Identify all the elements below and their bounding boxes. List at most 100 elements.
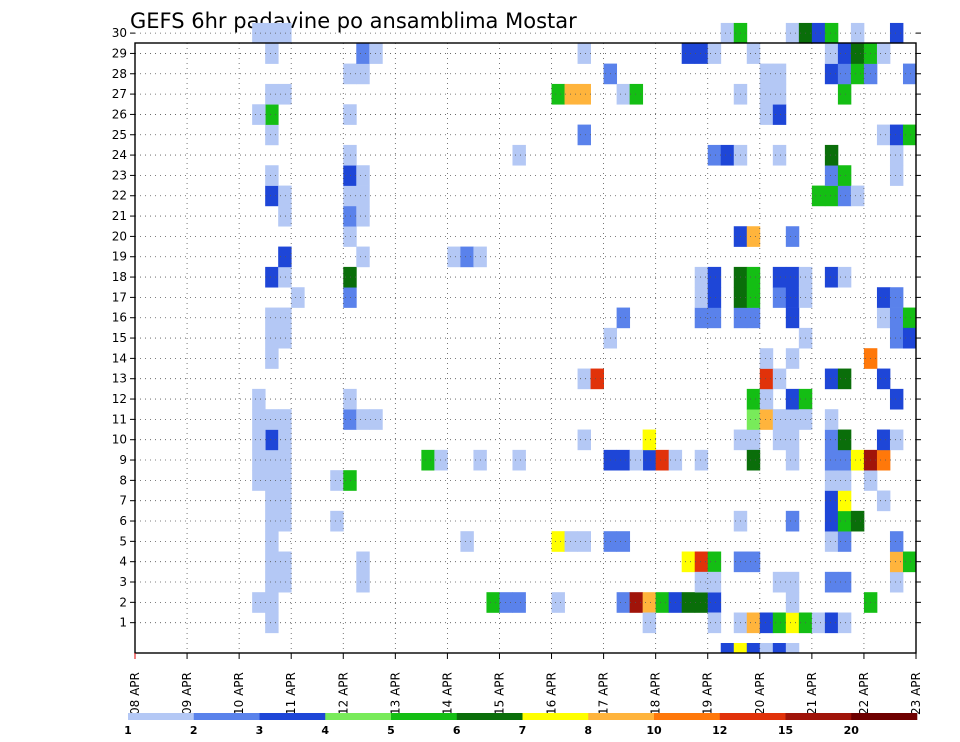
ytick-label-20: 20: [112, 229, 127, 243]
cell-214: [824, 470, 839, 491]
legend-swatch-2: [259, 713, 326, 720]
legend-label-2: 2: [190, 724, 198, 737]
cell-80: [499, 592, 513, 613]
cell-25: [252, 429, 266, 451]
cell-262: [889, 551, 904, 573]
cell-9: [265, 429, 279, 451]
cell-29: [252, 22, 266, 44]
cell-207: [811, 185, 826, 207]
cell-106: [629, 592, 644, 613]
ytick-label-17: 17: [112, 290, 127, 304]
cell-158: [746, 449, 761, 471]
cell-135: [707, 144, 722, 166]
legend-swatch-4: [391, 713, 458, 720]
cell-240: [837, 43, 852, 64]
cell-21: [265, 22, 279, 44]
cell-61: [356, 571, 370, 593]
cell-93: [577, 124, 591, 146]
cell-122: [707, 551, 722, 573]
cell-94: [577, 43, 591, 64]
legend-label-8: 8: [584, 724, 592, 737]
xtick-label-4: 12 APR: [336, 672, 350, 715]
cell-121: [694, 551, 709, 573]
cell-274: [902, 307, 917, 329]
cell-47: [330, 510, 344, 532]
cell-127: [694, 307, 709, 329]
cell-233: [837, 429, 852, 451]
cell-208: [811, 22, 826, 44]
xtick-label-3: 11 APR: [284, 672, 298, 715]
cell-16: [265, 165, 279, 186]
cell-42: [278, 205, 292, 227]
cell-91: [577, 429, 591, 451]
cell-20: [265, 43, 279, 64]
cell-216: [824, 429, 839, 451]
cell-261: [889, 571, 904, 593]
cell-38: [278, 327, 292, 349]
ytick-label-13: 13: [112, 372, 127, 386]
cell-60: [343, 63, 357, 85]
xtick-label-11: 19 APR: [701, 672, 715, 715]
cell-107: [642, 592, 657, 613]
cell-265: [889, 388, 904, 410]
xtick-label-7: 15 APR: [492, 672, 506, 715]
cell-30: [278, 571, 292, 593]
cell-191: [785, 307, 800, 329]
cell-224: [824, 43, 839, 64]
ytick-label-18: 18: [112, 270, 127, 284]
cell-136: [720, 144, 735, 166]
cell-219: [824, 266, 839, 288]
cell-183: [772, 429, 787, 451]
cell-166: [746, 226, 761, 247]
cell-245: [850, 43, 865, 64]
cell-41: [278, 246, 292, 268]
cell-26: [252, 409, 266, 430]
cell-141: [759, 643, 774, 654]
cell-117: [629, 449, 644, 471]
cell-125: [694, 43, 709, 64]
legend-label-3: 3: [256, 724, 264, 737]
xtick-label-14: 22 APR: [857, 672, 871, 715]
cell-115: [642, 429, 657, 451]
cell-188: [785, 287, 800, 308]
xtick-label-12: 20 APR: [753, 672, 767, 715]
cell-276: [902, 124, 917, 146]
cell-113: [642, 612, 657, 634]
cell-102: [616, 307, 631, 329]
cell-33: [278, 490, 292, 512]
cell-48: [330, 470, 344, 491]
cell-43: [278, 185, 292, 207]
cell-90: [577, 83, 591, 105]
cell-14: [265, 266, 279, 288]
cell-112: [707, 592, 722, 613]
y-axis: 1234567891011121314151617181920212223242…: [112, 26, 921, 630]
cell-75: [460, 246, 474, 268]
cell-100: [616, 531, 631, 552]
xtick-label-8: 16 APR: [545, 672, 559, 715]
cell-66: [356, 185, 370, 207]
cell-234: [837, 368, 852, 390]
ytick-label-25: 25: [112, 128, 127, 142]
cell-209: [824, 612, 839, 634]
legend-swatch-6: [522, 713, 589, 720]
legend-label-12: 12: [712, 724, 727, 737]
cell-185: [772, 409, 787, 430]
cell-1: [265, 592, 279, 613]
cell-199: [785, 592, 800, 613]
xtick-label-2: 10 APR: [232, 672, 246, 715]
cell-257: [876, 307, 891, 329]
cell-69: [356, 43, 370, 64]
cell-162: [746, 287, 761, 308]
cell-238: [837, 83, 852, 105]
xtick-label-0: 08 APR: [128, 672, 142, 715]
cell-180: [772, 63, 787, 85]
ytick-label-5: 5: [119, 534, 127, 548]
cell-187: [772, 287, 787, 308]
cell-177: [759, 83, 774, 105]
cell-242: [850, 449, 865, 471]
cell-196: [785, 510, 800, 532]
legend-label-6: 6: [453, 724, 461, 737]
cell-28: [252, 104, 266, 125]
cell-237: [837, 165, 852, 186]
